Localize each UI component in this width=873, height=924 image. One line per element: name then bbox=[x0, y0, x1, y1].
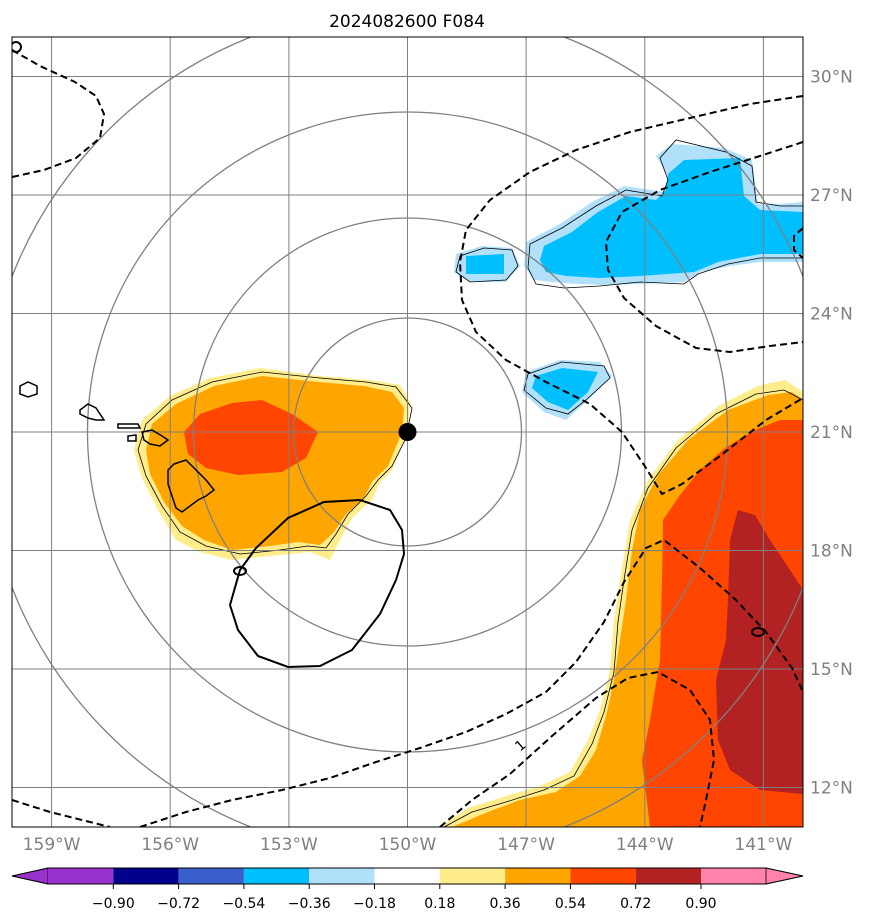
shaded-field-positive-east bbox=[440, 380, 803, 827]
chart-title: 2024082600 F084 bbox=[329, 12, 485, 32]
colorbar-tick-label: 0.36 bbox=[490, 896, 521, 912]
colorbar-segment bbox=[113, 868, 179, 884]
dashed-contour-south bbox=[139, 538, 803, 827]
lon-tick-labels: 159°W 156°W 153°W 150°W 147°W 144°W 141°… bbox=[23, 835, 793, 855]
lat-tick-label: 27°N bbox=[810, 186, 853, 206]
solid-contour-central bbox=[228, 498, 406, 669]
colorbar-tick-label: −0.72 bbox=[157, 896, 200, 912]
colorbar-segment bbox=[635, 868, 701, 884]
lon-tick-label: 144°W bbox=[616, 835, 674, 855]
island-hawaii bbox=[167, 459, 216, 513]
lat-tick-label: 21°N bbox=[810, 423, 853, 443]
lon-tick-label: 159°W bbox=[23, 835, 81, 855]
colorbar-extend-high bbox=[765, 867, 804, 885]
island-oahu bbox=[79, 403, 106, 421]
range-ring-3deg bbox=[292, 317, 523, 547]
coastlines bbox=[19, 381, 216, 513]
field-sky-blue-mid bbox=[532, 368, 598, 410]
island-niihau-kauai bbox=[19, 381, 38, 398]
shaded-field-positive-west bbox=[134, 368, 410, 560]
lon-tick-label: 147°W bbox=[497, 835, 555, 855]
thin-outline-mid bbox=[523, 361, 611, 415]
solid-contour-small-2 bbox=[751, 627, 765, 637]
colorbar-segment bbox=[48, 868, 114, 884]
colorbar-segment bbox=[570, 868, 636, 884]
lat-tick-label: 15°N bbox=[810, 660, 853, 680]
colorbar-segment bbox=[701, 868, 766, 884]
dashed-contour-sw bbox=[12, 799, 111, 827]
lat-tick-label: 30°N bbox=[810, 68, 853, 88]
map-panel: 1 bbox=[12, 37, 803, 827]
dashed-contour-north-outer bbox=[458, 95, 803, 496]
thin-outline-east bbox=[443, 389, 803, 827]
lon-tick-label: 141°W bbox=[735, 835, 793, 855]
solid-contour-small-3 bbox=[12, 41, 22, 53]
dashed-contours bbox=[12, 49, 803, 827]
lat-tick-label: 24°N bbox=[810, 305, 853, 325]
lat-tick-labels: 12°N 15°N 18°N 21°N 24°N 27°N 30°N bbox=[810, 68, 853, 799]
dashed-contour-nw bbox=[12, 49, 106, 178]
colorbar-tick-label: −0.18 bbox=[353, 896, 396, 912]
storm-center-marker bbox=[398, 423, 417, 441]
colorbar-tick-label: −0.36 bbox=[288, 896, 331, 912]
lon-tick-label: 153°W bbox=[260, 835, 318, 855]
colorbar-segment bbox=[439, 868, 506, 884]
colorbar-outline bbox=[11, 867, 804, 885]
colorbar-segment bbox=[505, 868, 571, 884]
colorbar-extend-low bbox=[11, 867, 49, 885]
colorbar-tick-label: 0.54 bbox=[555, 896, 586, 912]
colorbar-tick-label: −0.54 bbox=[222, 896, 265, 912]
colorbar-tick-label: 0.72 bbox=[620, 896, 651, 912]
solid-contour-small-1 bbox=[233, 566, 247, 576]
colorbar-segment bbox=[309, 868, 375, 884]
colorbar-segment bbox=[374, 868, 440, 884]
colorbar-tick-label: 0.18 bbox=[424, 896, 455, 912]
solid-contours bbox=[12, 41, 765, 669]
field-dark-red-east bbox=[716, 510, 803, 794]
island-maui bbox=[141, 429, 170, 447]
colorbar-tick-label: 0.90 bbox=[685, 896, 716, 912]
colorbar-tick-labels: −0.90 −0.72 −0.54 −0.36 −0.18 0.18 0.36 … bbox=[92, 896, 717, 912]
colorbar-segments bbox=[11, 867, 804, 885]
lat-tick-label: 12°N bbox=[810, 779, 853, 799]
lon-tick-label: 156°W bbox=[141, 835, 199, 855]
dashed-contour-se bbox=[439, 670, 716, 827]
thin-outline-north-small bbox=[455, 247, 519, 283]
colorbar-segment bbox=[243, 868, 310, 884]
colorbar-segment bbox=[178, 868, 244, 884]
lat-tick-label: 18°N bbox=[810, 542, 853, 562]
map-frame bbox=[11, 36, 804, 828]
lon-tick-label: 150°W bbox=[379, 835, 437, 855]
colorbar-tick-label: −0.90 bbox=[92, 896, 135, 912]
dashed-contour-north-inner bbox=[604, 141, 803, 354]
field-red-orange-west bbox=[184, 400, 318, 475]
colorbar-ticks bbox=[112, 884, 702, 889]
colorbar: −0.90 −0.72 −0.54 −0.36 −0.18 0.18 0.36 … bbox=[11, 867, 804, 912]
island-lanai bbox=[127, 434, 137, 442]
dashed-contour-ne-small bbox=[793, 227, 803, 259]
island-molokai bbox=[117, 423, 142, 429]
field-sky-blue-north-small bbox=[466, 254, 504, 274]
